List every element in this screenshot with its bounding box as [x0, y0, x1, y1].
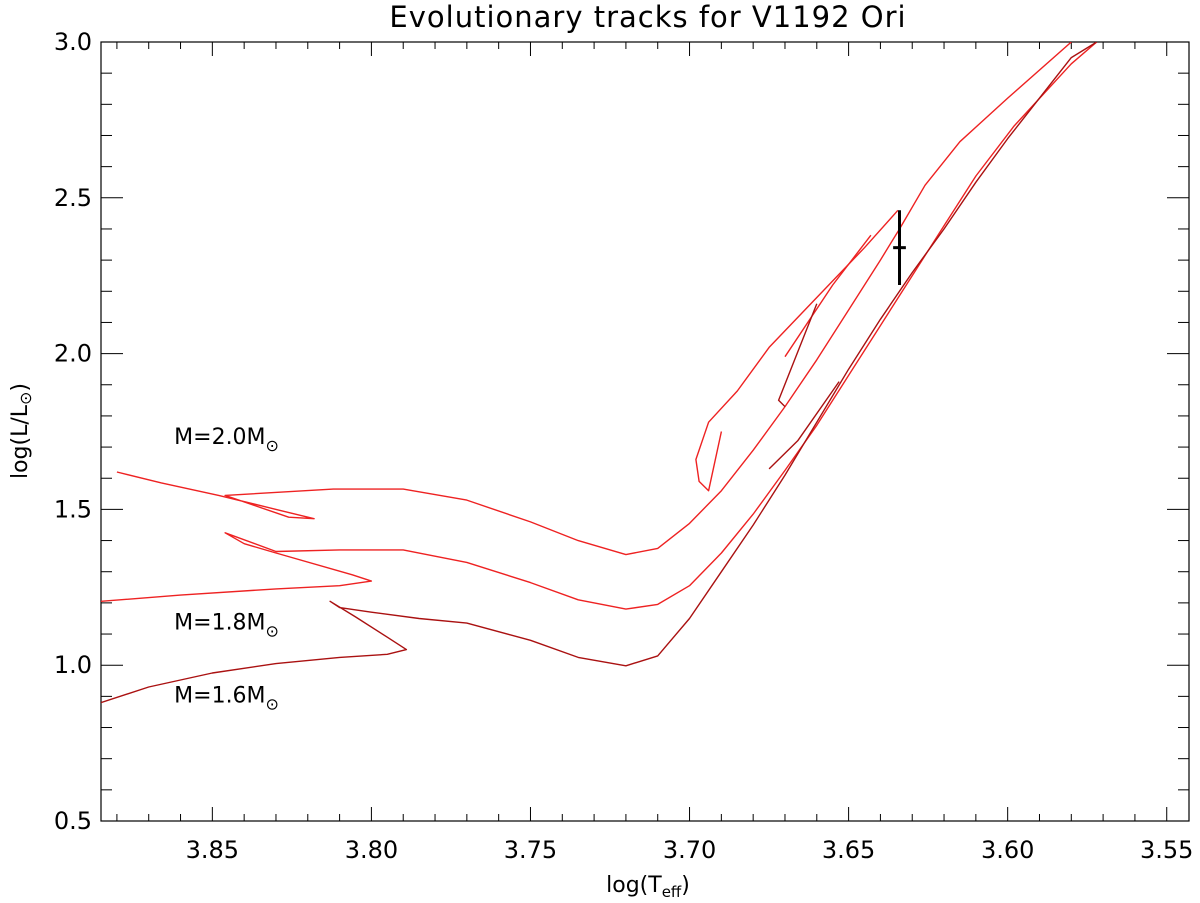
- evolutionary-tracks: [101, 42, 1098, 704]
- x-tick-label: 3.65: [822, 836, 875, 864]
- track-m-1.6m-: [101, 42, 1098, 704]
- x-axis-label: log(Teff): [606, 873, 690, 901]
- plot-frame: [100, 41, 1190, 822]
- x-tick-label: 3.85: [186, 836, 239, 864]
- mass-annotations: M=2.0M⊙ M=1.8M⊙ M=1.6M⊙: [174, 425, 279, 714]
- x-tick-label: 3.75: [504, 836, 557, 864]
- y-tick-label: 0.5: [54, 807, 92, 835]
- track-m-2.0m-loop: [695, 209, 899, 492]
- y-tick-label: 1.5: [54, 495, 92, 523]
- track-m-1.8m-: [101, 42, 1098, 610]
- mass-label: M=1.8M⊙: [174, 610, 279, 640]
- axis-ticks: 3.85 3.80 3.75 3.70 3.65 3.60 3.55 0.5 1.0 1.5 2.0…: [54, 28, 1194, 864]
- y-tick-label: 2.0: [54, 340, 92, 368]
- y-tick-label: 1.0: [54, 651, 92, 679]
- x-tick-label: 3.60: [981, 836, 1034, 864]
- x-tick-label: 3.70: [663, 836, 716, 864]
- track-m-1.8m-loop: [784, 234, 872, 358]
- y-tick-label: 3.0: [54, 28, 92, 56]
- y-axis-label: log(L/L⊙): [8, 383, 35, 479]
- track-m-1.6m-loop-2: [768, 381, 840, 470]
- v1192-ori-errorbar: [893, 210, 906, 286]
- track-m-1.6m-loop: [777, 303, 818, 408]
- mass-label: M=1.6M⊙: [174, 684, 279, 714]
- y-tick-label: 2.5: [54, 184, 92, 212]
- chart-title: Evolutionary tracks for V1192 Ori: [389, 0, 906, 34]
- track-m-2.0m-: [116, 42, 1072, 556]
- x-tick-label: 3.80: [345, 836, 398, 864]
- x-tick-label: 3.55: [1140, 836, 1193, 864]
- mass-label: M=2.0M⊙: [174, 425, 279, 455]
